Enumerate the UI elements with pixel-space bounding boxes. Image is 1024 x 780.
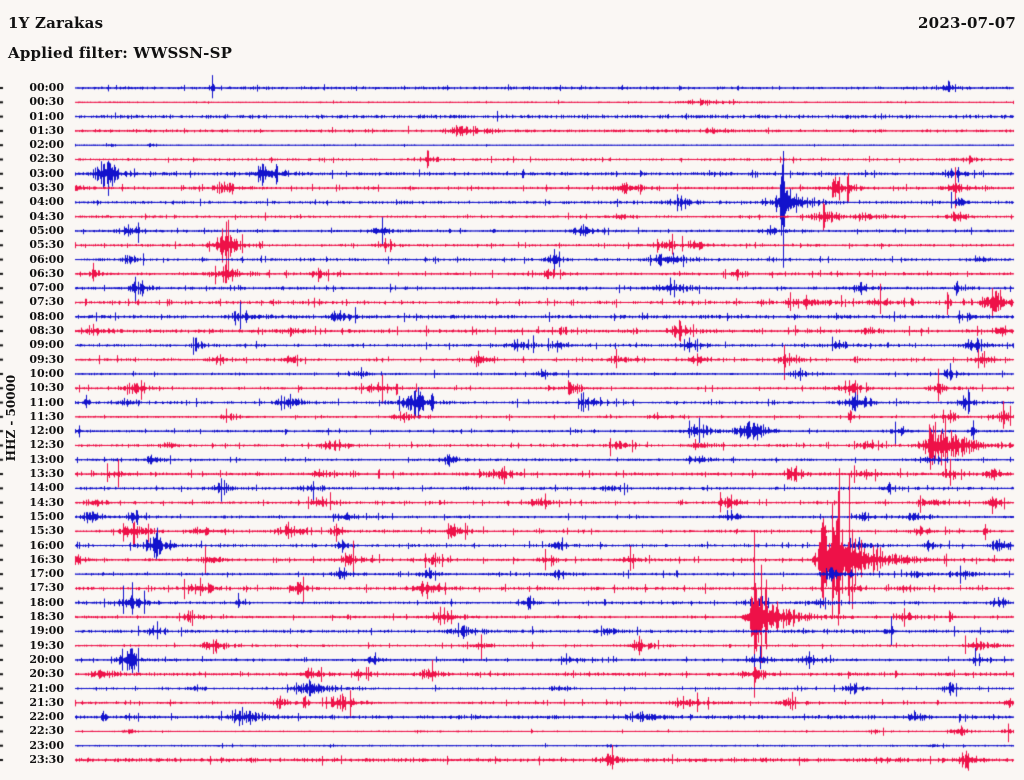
time-label: 20:00 bbox=[29, 652, 64, 666]
time-label: 06:30 bbox=[29, 266, 64, 280]
time-label: 14:00 bbox=[29, 481, 64, 495]
time-label: 10:30 bbox=[29, 381, 64, 395]
time-label: 14:30 bbox=[29, 495, 64, 509]
time-label: 11:30 bbox=[29, 409, 64, 423]
time-label: 23:30 bbox=[29, 753, 64, 766]
time-label: 09:30 bbox=[29, 352, 64, 366]
time-label: 20:30 bbox=[29, 667, 64, 681]
time-label: 19:00 bbox=[29, 624, 64, 638]
time-label: 06:00 bbox=[29, 252, 64, 266]
time-label: 19:30 bbox=[29, 638, 64, 652]
time-label: 02:00 bbox=[29, 138, 64, 152]
time-label: 22:00 bbox=[29, 710, 64, 724]
time-label: 05:30 bbox=[29, 238, 64, 252]
time-label: 15:30 bbox=[29, 524, 64, 538]
time-label: 18:00 bbox=[29, 595, 64, 609]
station-title: 1Y Zarakas bbox=[8, 14, 104, 32]
time-label: 07:30 bbox=[29, 295, 64, 309]
time-label: 04:00 bbox=[29, 195, 64, 209]
time-label: 18:30 bbox=[29, 610, 64, 624]
time-label: 07:00 bbox=[29, 281, 64, 295]
time-label: 01:00 bbox=[29, 109, 64, 123]
time-label: 21:30 bbox=[29, 695, 64, 709]
time-label: 03:00 bbox=[29, 166, 64, 180]
time-label: 17:00 bbox=[29, 567, 64, 581]
time-label: 16:00 bbox=[29, 538, 64, 552]
time-label: 23:00 bbox=[29, 738, 64, 752]
time-label: 12:00 bbox=[29, 424, 64, 438]
time-label: 09:00 bbox=[29, 338, 64, 352]
time-label: 00:30 bbox=[29, 95, 64, 109]
time-label: 13:30 bbox=[29, 467, 64, 481]
time-label: 10:00 bbox=[29, 366, 64, 380]
time-label: 08:30 bbox=[29, 324, 64, 338]
time-label: 11:00 bbox=[29, 395, 64, 409]
time-label: 03:30 bbox=[29, 181, 64, 195]
filter-label: Applied filter: WWSSN-SP bbox=[8, 44, 233, 62]
time-label: 22:30 bbox=[29, 724, 64, 738]
time-label: 12:30 bbox=[29, 438, 64, 452]
date-label: 2023-07-07 bbox=[918, 14, 1016, 32]
time-label: 05:00 bbox=[29, 223, 64, 237]
time-label: 13:00 bbox=[29, 452, 64, 466]
time-label: 15:00 bbox=[29, 509, 64, 523]
time-label: 21:00 bbox=[29, 681, 64, 695]
time-label: 01:30 bbox=[29, 123, 64, 137]
time-label: 16:30 bbox=[29, 552, 64, 566]
time-label: 00:00 bbox=[29, 81, 64, 94]
time-label: 17:30 bbox=[29, 581, 64, 595]
time-label: 08:00 bbox=[29, 309, 64, 323]
time-label: 02:30 bbox=[29, 152, 64, 166]
time-label: 04:30 bbox=[29, 209, 64, 223]
